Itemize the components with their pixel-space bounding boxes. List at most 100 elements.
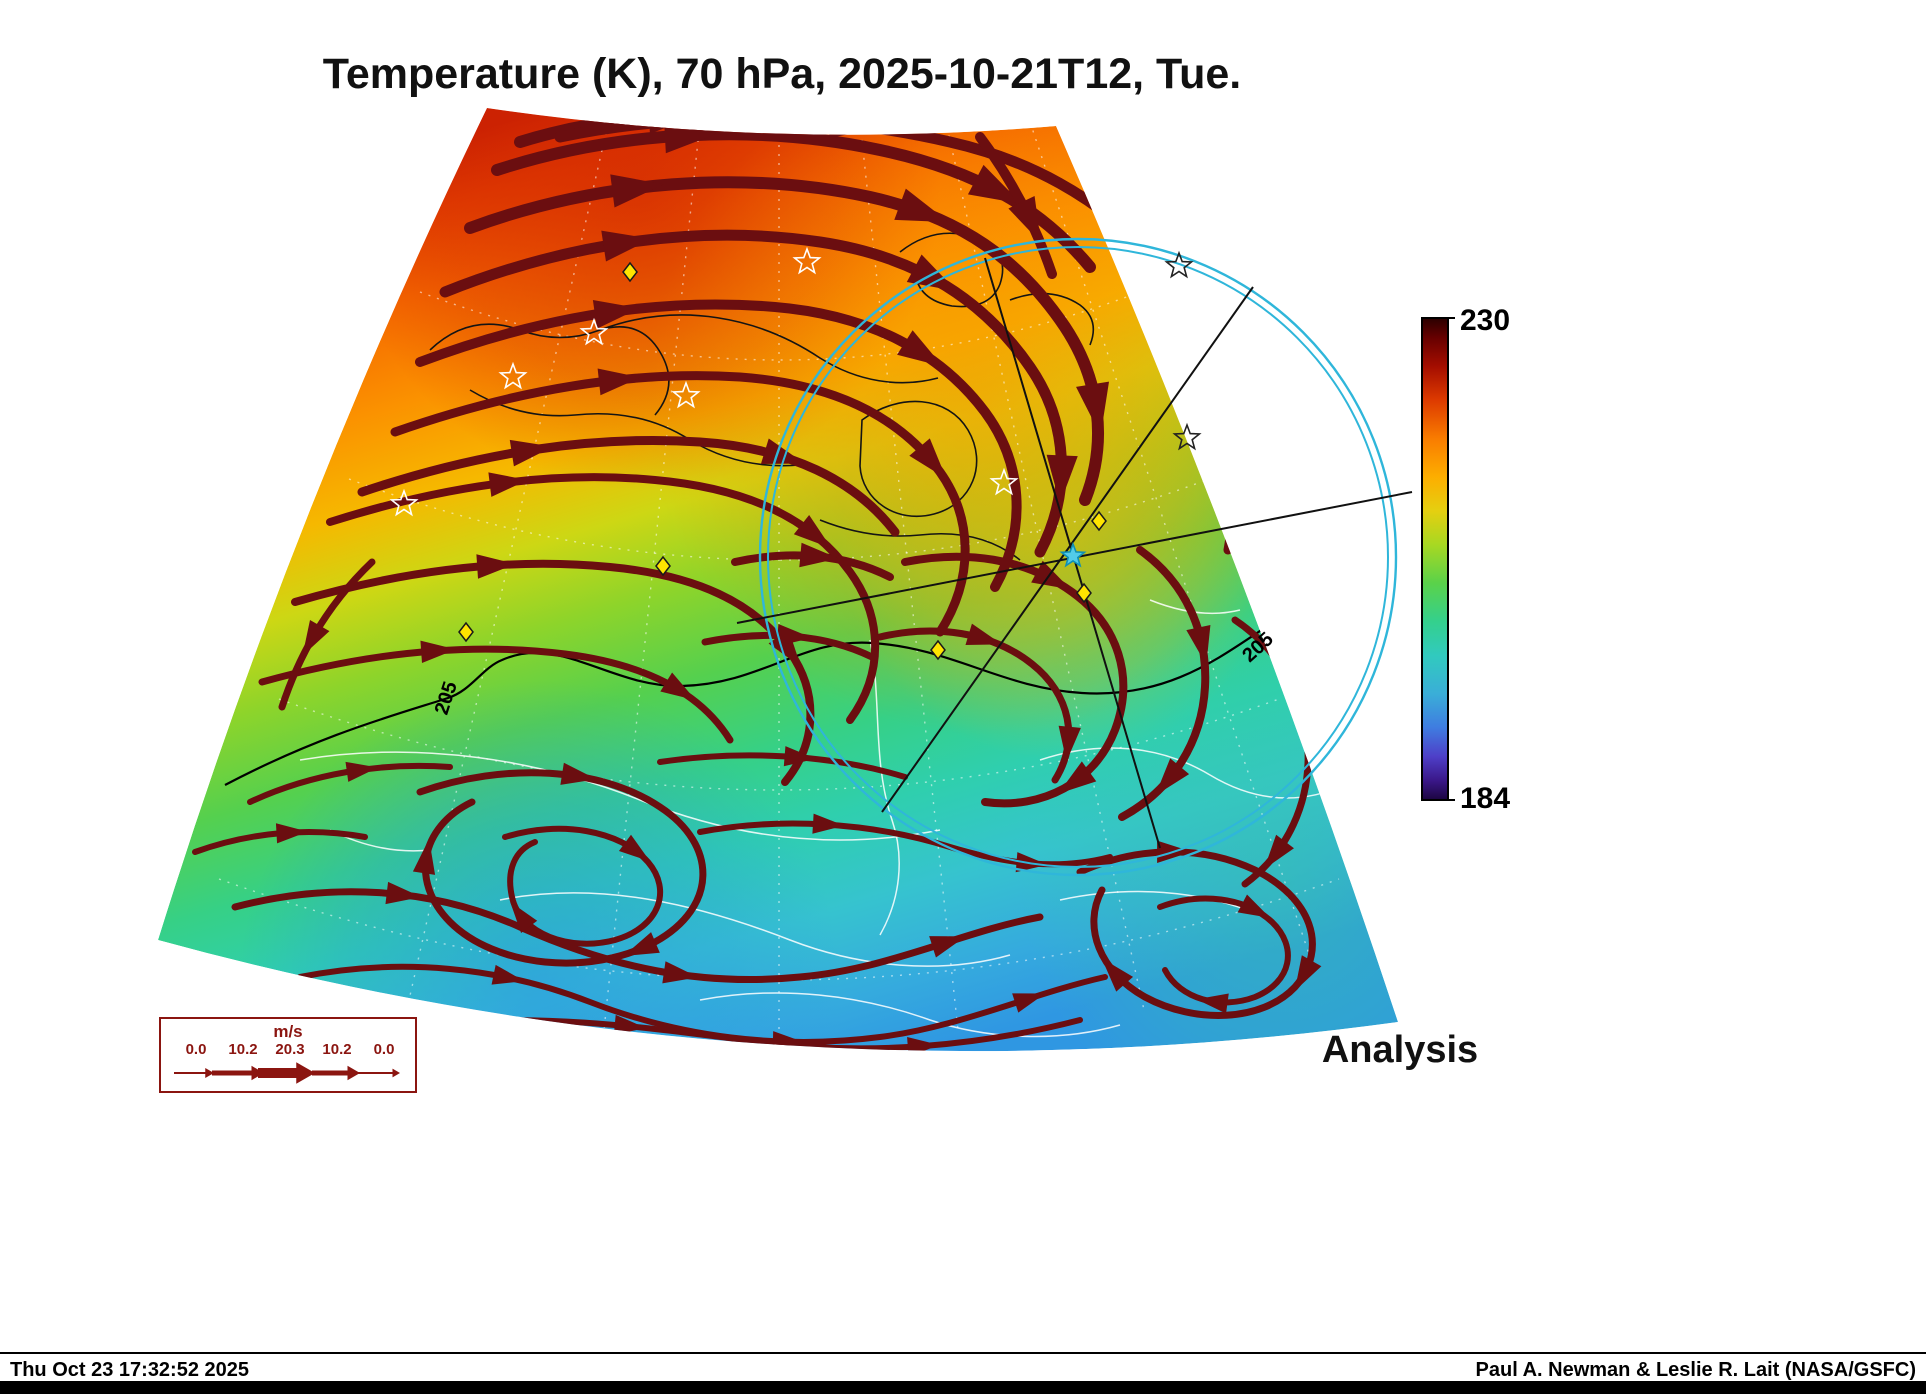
streamline-arrowhead — [560, 762, 597, 785]
analysis-label: Analysis — [1322, 1029, 1478, 1071]
star-marker-cyan — [1059, 541, 1087, 568]
streamline-arrowhead — [1012, 993, 1046, 1013]
streamline — [357, 435, 900, 537]
streamline-arrowhead — [1237, 894, 1271, 918]
coastline-black — [469, 389, 801, 467]
streamline-arrowhead — [1058, 761, 1097, 794]
streamline-arrowhead — [618, 834, 651, 862]
streamline-arrowhead — [897, 330, 943, 367]
streamline — [975, 132, 1057, 279]
streamline-arrowhead — [1031, 560, 1071, 590]
streamline — [390, 371, 970, 637]
streamline-arrowhead — [1015, 852, 1048, 873]
footer-credit: Paul A. Newman & Leslie R. Lait (NASA/GS… — [1476, 1359, 1916, 1381]
streamline-arrowhead — [965, 623, 1002, 646]
coastline-white — [499, 892, 1011, 967]
streamline-arrowhead — [1076, 381, 1110, 436]
station-diamond-marker — [1076, 582, 1092, 604]
streamline-arrowhead — [420, 640, 456, 664]
wind-scale-arrowhead — [347, 1065, 360, 1081]
streamline-arrowhead — [509, 439, 553, 467]
star-marker-black — [1164, 250, 1194, 279]
streamline — [657, 752, 908, 780]
marker-layer — [389, 246, 1202, 661]
streamline-arrowhead — [302, 620, 330, 656]
streamline-arrowhead — [601, 230, 652, 262]
streamline-arrowhead — [476, 554, 516, 579]
station-diamond-marker — [622, 261, 638, 283]
streamline-arrowhead — [760, 438, 805, 465]
streamline-arrowhead — [345, 761, 378, 782]
streamline-arrowhead — [909, 438, 947, 479]
coastline-black — [859, 400, 978, 518]
wind-legend-tick: 10.2 — [322, 1041, 351, 1058]
streamline-arrowhead — [1058, 725, 1081, 762]
star-marker-white — [671, 380, 701, 409]
graticule-line — [408, 114, 611, 1001]
streamline — [502, 825, 664, 947]
star-marker-white — [579, 317, 609, 346]
coastline-white — [1149, 599, 1241, 615]
station-diamond-marker — [1091, 510, 1107, 532]
streamline-arrowhead — [1294, 955, 1322, 992]
graticule-line — [218, 878, 1340, 981]
streamline-arrowhead — [1046, 454, 1078, 504]
streamline-arrowhead — [1196, 993, 1229, 1014]
star-marker-white — [498, 361, 528, 390]
footer-timestamp: Thu Oct 23 17:32:52 2025 — [10, 1359, 249, 1381]
star-marker-white — [389, 488, 419, 517]
wind-scale-arrowhead — [296, 1062, 315, 1084]
streamline — [231, 888, 1044, 984]
streamline-arrowhead — [275, 823, 308, 844]
streamline-arrowhead — [660, 672, 696, 701]
streamline-arrowhead — [510, 901, 538, 933]
coastline-white — [869, 639, 900, 936]
streamline-arrowhead — [412, 838, 436, 875]
streamline-arrowhead — [610, 174, 664, 208]
streamline-arrowhead — [967, 164, 1022, 204]
streamline-arrowhead — [1264, 834, 1294, 870]
coastline-white — [699, 992, 1121, 1038]
colorbar: 230 184 — [1421, 304, 1510, 815]
streamline-arrowhead — [488, 472, 528, 497]
range-circle-inner — [767, 246, 1389, 868]
wind-legend-tick: 0.0 — [186, 1041, 207, 1058]
wind-legend-tick: 10.2 — [228, 1041, 257, 1058]
wind-scale-arrowhead — [392, 1068, 400, 1078]
streamline-arrowhead — [776, 623, 813, 647]
range-circle-outer — [758, 237, 1398, 877]
footer-bottom-bar — [0, 1381, 1926, 1394]
streamline-arrowhead — [894, 188, 949, 223]
colorbar-max-label: 230 — [1460, 304, 1510, 337]
wind-legend-units: m/s — [273, 1022, 302, 1041]
streamline — [291, 559, 815, 786]
graticule-line — [1029, 121, 1312, 961]
streamline-arrowhead — [929, 936, 966, 958]
wind-legend-tick: 20.3 — [275, 1041, 304, 1058]
streamline-arrowhead — [491, 964, 525, 985]
footer-separator — [0, 1352, 1926, 1354]
coastline-black — [429, 323, 670, 416]
star-marker-black — [1172, 422, 1202, 451]
coastline-white — [299, 751, 941, 841]
streamline-arrowhead — [1008, 195, 1041, 243]
streamline-arrowhead — [1101, 958, 1134, 992]
crosshair-line — [881, 286, 1254, 813]
streamline-arrowhead — [907, 1037, 940, 1052]
coastline-black — [899, 232, 1004, 308]
station-diamond-marker — [930, 639, 946, 661]
footer: Thu Oct 23 17:32:52 2025 Paul A. Newman … — [0, 1352, 1926, 1394]
wind-legend-tick: 0.0 — [374, 1041, 395, 1058]
streamline-arrowhead — [783, 746, 816, 767]
streamline-arrowhead — [385, 881, 422, 905]
coastline-black — [819, 519, 1021, 561]
streamline — [247, 762, 453, 805]
streamline-arrowhead — [597, 368, 641, 396]
star-marker-white — [989, 467, 1019, 496]
streamline-arrowhead — [812, 813, 845, 834]
streamline-arrowhead — [623, 932, 660, 957]
station-diamond-marker — [655, 555, 671, 577]
colorbar-min-label: 184 — [1460, 782, 1510, 815]
